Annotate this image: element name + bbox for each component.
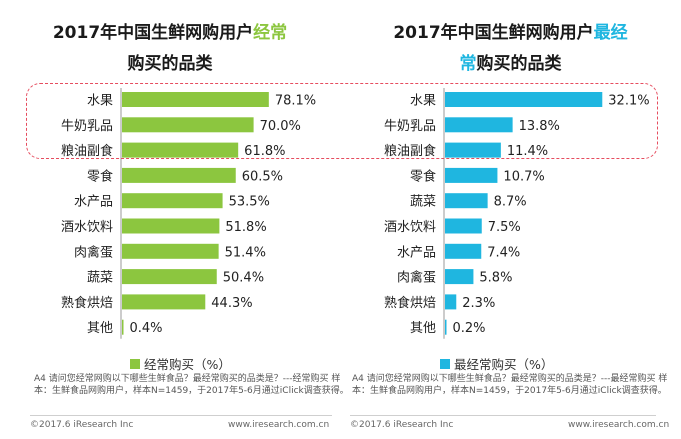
right-title-line2: 常购买的品类 <box>459 54 562 74</box>
bar <box>122 92 269 107</box>
right-footer-url: www.iresearch.com.cn <box>568 420 670 430</box>
bar <box>122 243 219 259</box>
left-title-line1: 2017年中国生鲜网购用户经常 <box>52 23 288 43</box>
left-legend: 经常购买（%） <box>130 354 231 373</box>
value-label: 8.7% <box>494 195 527 210</box>
bar <box>445 117 513 133</box>
category-label: 其他 <box>410 321 436 336</box>
right-title-line1: 2017年中国生鲜网购用户最经 <box>393 23 628 43</box>
left-legend-label: 经常购买（%） <box>144 357 231 372</box>
category-label: 零食 <box>87 168 113 184</box>
bar <box>122 218 220 234</box>
value-label: 11.4% <box>507 144 548 159</box>
right-panel: 2017年中国生鲜网购用户最经 常购买的品类 水果 32.1% 牛奶乳品 13.8% 粮… <box>340 0 681 439</box>
value-label: 61.8% <box>244 144 285 159</box>
category-label: 牛奶乳品 <box>384 119 436 134</box>
value-label: 10.7% <box>503 169 544 184</box>
bar <box>122 319 124 335</box>
category-label: 其他 <box>87 321 113 336</box>
bar <box>445 269 474 285</box>
value-label: 7.4% <box>487 245 520 260</box>
category-label: 酒水饮料 <box>384 220 436 235</box>
bar <box>122 294 206 310</box>
bar <box>445 243 482 259</box>
category-label: 水产品 <box>397 245 436 260</box>
right-legend: 最经常购买（%） <box>440 354 553 373</box>
bar <box>445 319 447 335</box>
value-label: 7.5% <box>488 220 521 235</box>
category-label: 粮油副食 <box>384 143 436 159</box>
left-bar-chart: 水果 78.1% 牛奶乳品 70.0% 粮油副食 61.8% 零食 60.5% 水产品 53.5%… <box>61 88 316 339</box>
category-label: 熟食烘焙 <box>384 295 436 311</box>
category-label: 水果 <box>410 94 436 109</box>
right-divider <box>350 415 656 416</box>
left-footer-url: www.iresearch.com.cn <box>228 420 330 430</box>
category-label: 蔬菜 <box>87 271 113 286</box>
value-label: 50.4% <box>223 271 264 286</box>
left-divider <box>30 415 332 416</box>
bar <box>122 117 254 133</box>
bar <box>445 294 457 310</box>
bar <box>445 167 498 183</box>
category-label: 牛奶乳品 <box>61 119 113 134</box>
value-label: 0.2% <box>453 321 486 336</box>
bar <box>122 269 217 285</box>
right-note: A4 请问您经常网购以下哪些生鲜食品？最经常购买的品类是？---最经常购买 样本… <box>352 374 668 396</box>
left-note: A4 请问您经常网购以下哪些生鲜食品？最经常购买的品类是？---经常购买 样本：… <box>34 374 349 396</box>
category-label: 熟食烘焙 <box>61 295 113 311</box>
value-label: 32.1% <box>608 94 649 109</box>
category-label: 零食 <box>410 168 436 184</box>
value-label: 51.8% <box>225 220 266 235</box>
bar <box>445 193 488 209</box>
bar <box>122 142 239 158</box>
bar <box>445 142 501 158</box>
right-bar-chart: 水果 32.1% 牛奶乳品 13.8% 粮油副食 11.4% 零食 10.7% 蔬菜 8.7% 酒水… <box>384 88 650 339</box>
left-footer-copyright: ©2017.6 iResearch Inc <box>30 420 134 430</box>
category-label: 肉禽蛋 <box>397 270 436 286</box>
bar <box>122 167 236 183</box>
value-label: 53.5% <box>229 195 270 210</box>
category-label: 酒水饮料 <box>61 220 113 235</box>
bar <box>122 193 223 209</box>
value-label: 2.3% <box>462 296 495 311</box>
category-label: 水果 <box>87 94 113 109</box>
value-label: 0.4% <box>130 321 163 336</box>
category-label: 粮油副食 <box>61 143 113 159</box>
right-footer-copyright: ©2017.6 iResearch Inc <box>350 420 454 430</box>
bar <box>445 92 603 107</box>
left-title-line2: 购买的品类 <box>127 54 213 74</box>
value-label: 60.5% <box>242 169 283 184</box>
left-panel: 2017年中国生鲜网购用户经常 购买的品类 水果 78.1% 牛奶乳品 70.0% 粮油… <box>0 0 349 439</box>
value-label: 5.8% <box>479 271 512 286</box>
category-label: 水产品 <box>74 195 113 210</box>
value-label: 44.3% <box>211 296 252 311</box>
right-legend-swatch <box>440 358 450 369</box>
category-label: 肉禽蛋 <box>74 244 113 260</box>
value-label: 78.1% <box>275 94 316 109</box>
bar <box>445 218 482 234</box>
right-legend-label: 最经常购买（%） <box>454 357 554 372</box>
value-label: 13.8% <box>519 119 560 134</box>
value-label: 70.0% <box>260 119 301 134</box>
category-label: 蔬菜 <box>410 195 436 210</box>
left-legend-swatch <box>130 358 140 369</box>
top3-highlight-box <box>26 83 658 159</box>
value-label: 51.4% <box>225 245 266 260</box>
